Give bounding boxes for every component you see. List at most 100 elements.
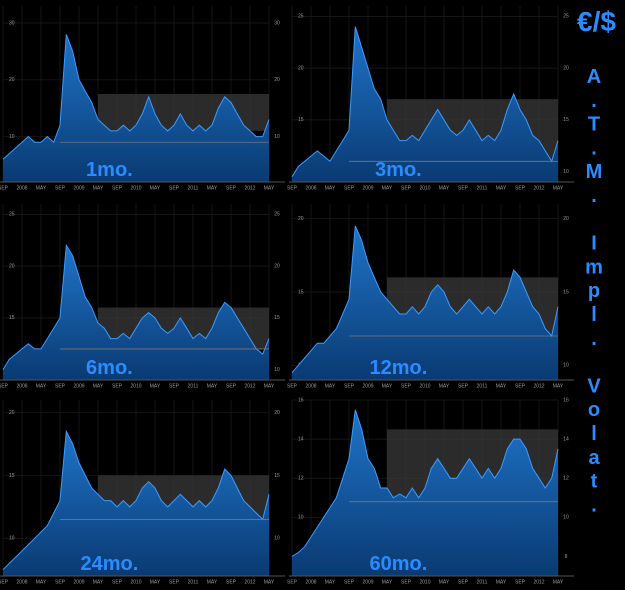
- x-tick-label: SEP: [169, 383, 180, 389]
- x-tick-label: MAY: [36, 185, 47, 191]
- area: [3, 245, 269, 380]
- x-tick-label: SEP: [55, 579, 66, 585]
- y-tick-label: 15: [9, 315, 15, 321]
- x-tick-label: 2011: [188, 185, 199, 191]
- x-tick-label: MAY: [439, 383, 450, 389]
- x-tick-label: 2012: [533, 383, 544, 389]
- x-tick-label: MAY: [150, 579, 161, 585]
- y-tick-label: 10: [298, 515, 304, 521]
- y-tick-label: 16: [563, 397, 569, 403]
- x-tick-label: SEP: [344, 579, 355, 585]
- x-tick-label: MAY: [207, 185, 218, 191]
- x-tick-label: 2008: [305, 383, 316, 389]
- area: [292, 226, 558, 380]
- x-tick-label: MAY: [496, 185, 507, 191]
- y-tick-label: 25: [274, 212, 280, 218]
- x-tick-label: SEP: [401, 383, 412, 389]
- x-tick-label: MAY: [150, 185, 161, 191]
- x-tick-label: SEP: [344, 383, 355, 389]
- side-title: €/$: [577, 6, 616, 37]
- x-tick-label: SEP: [344, 185, 355, 191]
- y-tick-label: 10: [563, 169, 569, 175]
- x-tick-label: MAY: [36, 579, 47, 585]
- x-tick-label: SEP: [515, 579, 526, 585]
- x-tick-label: 2010: [130, 383, 141, 389]
- x-tick-label: SEP: [0, 185, 9, 191]
- x-tick-label: SEP: [287, 579, 298, 585]
- x-tick-label: 2010: [419, 185, 430, 191]
- x-tick-label: MAY: [553, 579, 564, 585]
- x-tick-label: 2010: [419, 579, 430, 585]
- x-tick-label: SEP: [0, 579, 9, 585]
- x-tick-label: 2009: [362, 383, 373, 389]
- line: [291, 409, 559, 557]
- x-tick-label: 2010: [419, 383, 430, 389]
- chart-label: 6mo.: [86, 357, 133, 379]
- x-tick-label: MAY: [93, 383, 104, 389]
- area: [292, 26, 558, 183]
- y-tick-label: 8: [565, 554, 568, 560]
- x-tick-label: 2011: [188, 383, 199, 389]
- x-tick-label: 2012: [244, 185, 255, 191]
- y-tick-label: 10: [9, 536, 15, 542]
- y-tick-label: 14: [563, 436, 569, 442]
- line: [291, 225, 559, 374]
- x-tick-label: SEP: [112, 185, 123, 191]
- y-tick-label: 12: [563, 476, 569, 482]
- x-tick-label: MAY: [150, 383, 161, 389]
- chart-label: 24mo.: [80, 553, 138, 575]
- chart-label: 3mo.: [375, 159, 422, 181]
- x-tick-label: SEP: [515, 383, 526, 389]
- x-tick-label: SEP: [458, 185, 469, 191]
- x-tick-label: 2009: [73, 185, 84, 191]
- x-tick-label: MAY: [382, 383, 393, 389]
- y-tick-label: 20: [9, 77, 15, 83]
- y-tick-label: 10: [274, 536, 280, 542]
- x-tick-label: MAY: [553, 383, 564, 389]
- x-tick-label: SEP: [0, 383, 9, 389]
- y-tick-label: 20: [274, 410, 280, 416]
- x-tick-label: SEP: [287, 383, 298, 389]
- y-tick-label: 15: [274, 315, 280, 321]
- x-tick-label: 2012: [244, 383, 255, 389]
- y-tick-label: 20: [274, 77, 280, 83]
- y-tick-label: 15: [274, 473, 280, 479]
- chart-label: 60mo.: [369, 553, 427, 575]
- x-tick-label: MAY: [264, 185, 275, 191]
- y-tick-label: 10: [274, 367, 280, 373]
- x-tick-label: 2012: [533, 579, 544, 585]
- x-tick-label: 2008: [305, 579, 316, 585]
- y-tick-label: 20: [274, 263, 280, 269]
- x-tick-label: MAY: [207, 579, 218, 585]
- y-tick-label: 20: [563, 65, 569, 71]
- x-tick-label: 2009: [362, 185, 373, 191]
- x-tick-label: MAY: [325, 185, 336, 191]
- x-tick-label: MAY: [93, 579, 104, 585]
- y-tick-label: 10: [274, 134, 280, 140]
- area: [3, 431, 269, 576]
- x-tick-label: 2010: [130, 185, 141, 191]
- line: [2, 34, 270, 160]
- x-tick-label: 2011: [477, 383, 488, 389]
- x-tick-label: 2009: [73, 383, 84, 389]
- area: [3, 34, 269, 183]
- x-tick-label: MAY: [382, 185, 393, 191]
- line: [2, 243, 270, 370]
- y-tick-label: 14: [298, 436, 304, 442]
- x-tick-label: MAY: [264, 579, 275, 585]
- x-tick-label: MAY: [325, 383, 336, 389]
- x-tick-label: 2011: [477, 185, 488, 191]
- y-tick-label: 20: [298, 216, 304, 222]
- x-tick-label: 2008: [305, 185, 316, 191]
- x-tick-label: 2009: [362, 579, 373, 585]
- y-tick-label: 20: [9, 263, 15, 269]
- y-tick-label: 15: [563, 117, 569, 123]
- y-tick-label: 20: [563, 216, 569, 222]
- x-tick-label: MAY: [553, 185, 564, 191]
- chart-label: 12mo.: [369, 357, 427, 379]
- y-tick-label: 15: [9, 473, 15, 479]
- x-tick-label: 2011: [188, 579, 199, 585]
